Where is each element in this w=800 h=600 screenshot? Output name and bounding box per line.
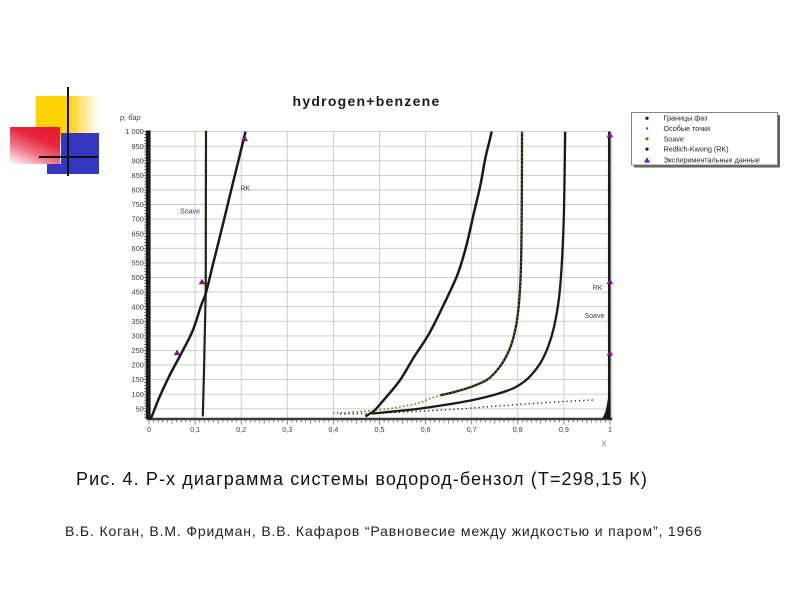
svg-text:350: 350 [131, 317, 143, 326]
svg-text:0,5: 0,5 [375, 425, 385, 434]
svg-text:0,6: 0,6 [421, 425, 431, 434]
svg-text:550: 550 [131, 259, 143, 268]
svg-text:100: 100 [131, 390, 143, 399]
svg-text:800: 800 [131, 186, 143, 195]
svg-text:RK: RK [241, 185, 251, 192]
svg-text:0,1: 0,1 [190, 425, 200, 434]
svg-text:150: 150 [131, 375, 143, 384]
svg-text:0,4: 0,4 [328, 425, 338, 434]
svg-text:X: X [601, 440, 607, 449]
svg-text:0,2: 0,2 [236, 425, 246, 434]
svg-text:400: 400 [131, 302, 143, 311]
svg-text:500: 500 [131, 273, 143, 282]
svg-text:hydrogen+benzene: hydrogen+benzene [293, 93, 441, 109]
svg-text:450: 450 [131, 288, 143, 297]
svg-text:300: 300 [131, 332, 143, 341]
svg-text:Особые точки: Особые точки [664, 124, 711, 133]
svg-text:200: 200 [131, 361, 143, 370]
svg-text:850: 850 [131, 171, 143, 180]
svg-text:1 000: 1 000 [125, 127, 144, 136]
svg-text:900: 900 [131, 156, 143, 165]
svg-text:RK: RK [593, 285, 603, 292]
svg-text:Soave: Soave [180, 209, 200, 216]
svg-text:750: 750 [131, 200, 143, 209]
svg-text:Redlich-Kwong (RK): Redlich-Kwong (RK) [664, 145, 729, 154]
svg-text:Soave: Soave [585, 313, 605, 320]
svg-text:0,8: 0,8 [513, 425, 523, 434]
svg-text:0,3: 0,3 [282, 425, 292, 434]
svg-text:0,9: 0,9 [559, 425, 569, 434]
svg-text:p, бар: p, бар [119, 113, 141, 122]
svg-text:600: 600 [131, 244, 143, 253]
svg-text:950: 950 [131, 142, 143, 151]
svg-text:0,7: 0,7 [467, 425, 477, 434]
svg-text:0: 0 [147, 425, 151, 434]
svg-text:Экспериментальные данные: Экспериментальные данные [664, 156, 760, 165]
svg-text:Soave: Soave [664, 134, 684, 143]
svg-text:650: 650 [131, 229, 143, 238]
svg-text:1: 1 [608, 425, 612, 434]
svg-text:50: 50 [136, 404, 144, 413]
svg-text:700: 700 [131, 215, 143, 224]
svg-text:250: 250 [131, 346, 143, 355]
svg-text:Границы фаз: Границы фаз [664, 114, 709, 123]
